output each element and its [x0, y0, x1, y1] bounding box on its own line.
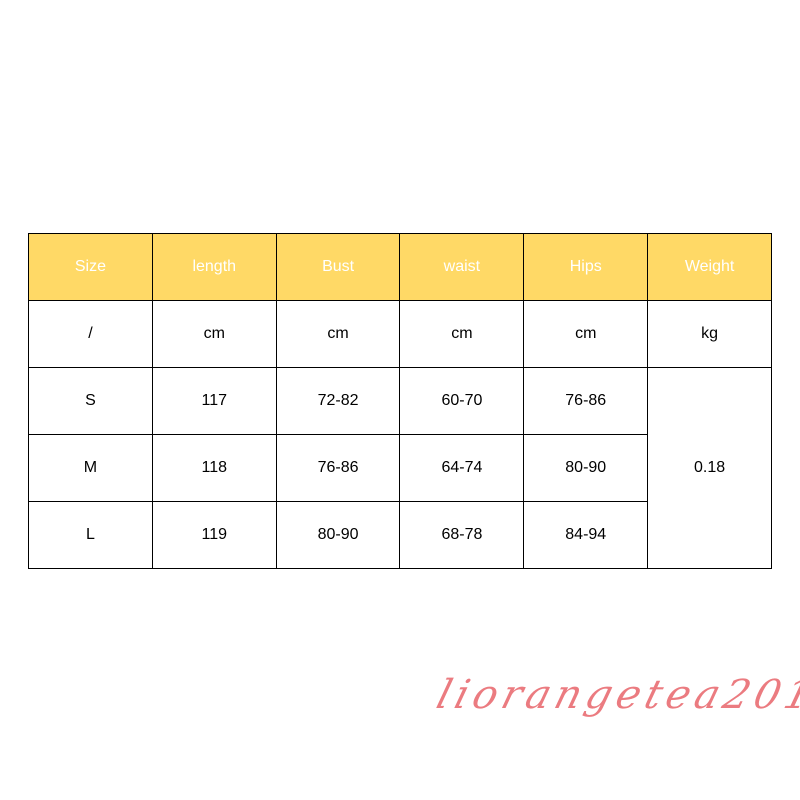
header-cell: Hips [523, 233, 649, 301]
table-cell: 60-70 [399, 367, 525, 435]
header-cell: Size [28, 233, 153, 301]
table-cell: 68-78 [399, 501, 525, 569]
header-cell: Weight [647, 233, 772, 301]
table-cell: 117 [151, 367, 277, 435]
table-cell: M [28, 434, 153, 502]
table-cell: 72-82 [275, 367, 401, 435]
table-cell: S [28, 367, 153, 435]
table-cell: 84-94 [523, 501, 649, 569]
table-cell: 80-90 [523, 434, 649, 502]
table-cell: 64-74 [399, 434, 525, 502]
table-cell: 118 [151, 434, 277, 502]
header-cell: waist [399, 233, 525, 301]
unit-cell: cm [399, 300, 525, 368]
header-cell: length [151, 233, 277, 301]
table-cell: 76-86 [523, 367, 649, 435]
table-row: L 119 80-90 68-78 84-94 [28, 501, 772, 569]
table-cell: L [28, 501, 153, 569]
unit-cell: cm [151, 300, 277, 368]
unit-cell: cm [275, 300, 401, 368]
units-row: / cm cm cm cm kg [28, 300, 772, 368]
table-cell: 119 [151, 501, 277, 569]
header-cell: Bust [275, 233, 401, 301]
table-cell: 80-90 [275, 501, 401, 569]
unit-cell: cm [523, 300, 649, 368]
size-chart-table: Size length Bust waist Hips Weight / cm … [28, 233, 772, 569]
unit-cell: / [28, 300, 153, 368]
table-cell: 76-86 [275, 434, 401, 502]
weight-cell: 0.18 [647, 367, 772, 569]
unit-cell: kg [647, 300, 772, 368]
table-row: S 117 72-82 60-70 76-86 0.18 [28, 367, 772, 569]
watermark-signature: liorangetea2018 [431, 672, 800, 718]
header-row: Size length Bust waist Hips Weight [28, 233, 772, 301]
table-row: M 118 76-86 64-74 80-90 [28, 434, 772, 502]
